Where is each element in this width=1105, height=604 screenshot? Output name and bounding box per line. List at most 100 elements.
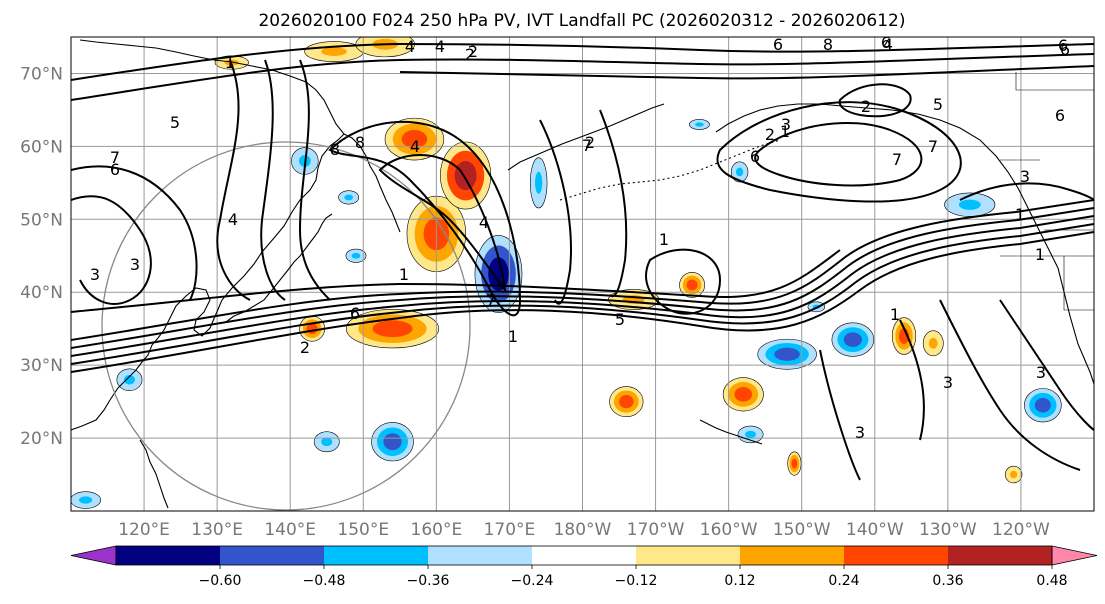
anomaly-core: [321, 437, 333, 447]
coastline-chukotka: [507, 103, 665, 171]
contour-label: 3: [781, 115, 791, 134]
ridge-contour: [599, 109, 628, 298]
contour-label: 4: [883, 35, 893, 54]
lon-tick-label: 160°E: [411, 520, 463, 540]
negative-pv-anomaly: [474, 235, 523, 313]
contour-label: 2: [861, 97, 871, 116]
contour-label: 6: [1060, 40, 1070, 59]
positive-pv-anomaly: [891, 317, 917, 355]
anomaly-core: [928, 337, 938, 349]
jet-contour: [71, 223, 1094, 365]
contour-label: 7: [892, 150, 902, 169]
negative-pv-anomaly: [831, 322, 875, 357]
jet-contour: [71, 231, 1094, 373]
jet-contour: [71, 249, 841, 313]
contour-label: 7: [110, 148, 120, 167]
anomaly-core: [321, 47, 347, 56]
contour-label: 5: [170, 113, 180, 132]
negative-pv-anomaly: [313, 431, 340, 453]
colorbar-bin: [948, 546, 1053, 565]
contour-label: 3: [1036, 363, 1046, 382]
colorbar-bin: [636, 546, 741, 565]
anomaly-core: [351, 252, 361, 259]
high-contour: [645, 248, 722, 315]
coastline-philippines: [139, 439, 169, 509]
contour-label: 3: [855, 423, 865, 442]
colorbar-tick-label: 0.12: [724, 573, 755, 589]
lon-tick-label: 150°W: [773, 520, 831, 540]
contour-label: 4: [435, 37, 445, 56]
colorbar-bin: [324, 546, 429, 565]
contour-label: 3: [943, 373, 953, 392]
colorbar: −0.60 −0.48 −0.36 −0.24 −0.12 0.12 0.24 0.36 0.4…: [70, 545, 1098, 589]
contour-label: 8: [823, 35, 833, 54]
lat-tick-label: 50°N: [20, 210, 63, 230]
contour-label: 6: [750, 147, 760, 166]
positive-pv-anomaly: [722, 377, 764, 412]
lon-tick-label: 130°E: [191, 520, 243, 540]
contour-label: 5: [933, 95, 943, 114]
west-contour: [71, 165, 198, 301]
latitude-labels: 70°N 60°N 50°N 40°N 30°N 20°N: [20, 64, 63, 449]
contour-labels: 1 2 3 4 5 6 7 8 1 2 3 4 5 6 7 1 2 3 4 5 …: [90, 33, 1070, 442]
colorbar-tick-label: −0.12: [615, 573, 658, 589]
anomaly-core: [454, 160, 477, 191]
contour-label: 1: [225, 53, 235, 72]
coastline-alaska: [715, 103, 1059, 269]
contour-label: 7: [486, 291, 496, 310]
anomaly-core: [695, 122, 704, 127]
contour-label: 8: [355, 133, 365, 152]
east-pacific-contour: [939, 299, 1081, 471]
positive-pv-anomaly: [679, 272, 706, 298]
negative-pv-anomaly: [730, 161, 749, 183]
colorbar-tick-label: −0.36: [407, 573, 450, 589]
coastline-aleutians: [559, 139, 781, 201]
anomaly-core: [383, 433, 402, 451]
contour-label: 1: [399, 265, 409, 284]
anomaly-core: [123, 374, 135, 385]
trough-contour: [378, 154, 507, 294]
anomaly-core: [686, 279, 698, 291]
colorbar-tick-label: −0.60: [199, 573, 242, 589]
lon-tick-label: 130°W: [919, 520, 977, 540]
lon-tick-label: 140°E: [264, 520, 316, 540]
contour-label: 1: [659, 230, 669, 249]
contour-label: 4: [410, 137, 420, 156]
contour-label: 6: [773, 35, 783, 54]
contour-label: 2: [300, 338, 310, 357]
anomaly-core: [619, 395, 634, 409]
contour-label: 3: [90, 265, 100, 284]
lat-tick-label: 30°N: [20, 356, 63, 376]
ridge-contour: [298, 59, 331, 301]
polar-contour: [399, 65, 1094, 80]
positive-pv-anomaly: [440, 141, 492, 210]
lon-tick-label: 140°W: [846, 520, 904, 540]
figure-title: 2026020100 F024 250 hPa PV, IVT Landfall…: [258, 11, 905, 31]
map-panel: 1 2 3 4 5 6 7 8 1 2 3 4 5 6 7 1 2 3 4 5 …: [71, 33, 1094, 511]
negative-pv-anomaly: [71, 491, 102, 509]
contour-label: 4: [479, 213, 489, 232]
positive-pv-anomaly: [355, 37, 415, 58]
anomaly-core: [734, 387, 753, 402]
contour-label: 2: [585, 133, 595, 152]
map-frame: [70, 36, 1095, 512]
ridge-contour: [539, 119, 572, 305]
colorbar-tick-label: 0.36: [932, 573, 963, 589]
anomaly-core: [1034, 397, 1051, 413]
contour-label: 6: [881, 33, 891, 52]
ridge-contour: [216, 59, 251, 301]
polar-contour: [71, 53, 1094, 101]
contour-label: 1: [780, 122, 790, 141]
anomaly-core: [372, 320, 413, 338]
colorbar-bin: [428, 546, 533, 565]
contour-label: 6: [1055, 106, 1065, 125]
contour-label: 1: [508, 327, 518, 346]
negative-pv-anomaly: [338, 190, 360, 205]
negative-pv-anomaly: [1024, 388, 1062, 423]
contour-label: 1: [1015, 205, 1025, 224]
lat-tick-label: 60°N: [20, 137, 63, 157]
contour-label: 2: [468, 42, 478, 61]
contour-label: 7: [582, 136, 592, 155]
negative-pv-anomaly: [116, 368, 143, 391]
